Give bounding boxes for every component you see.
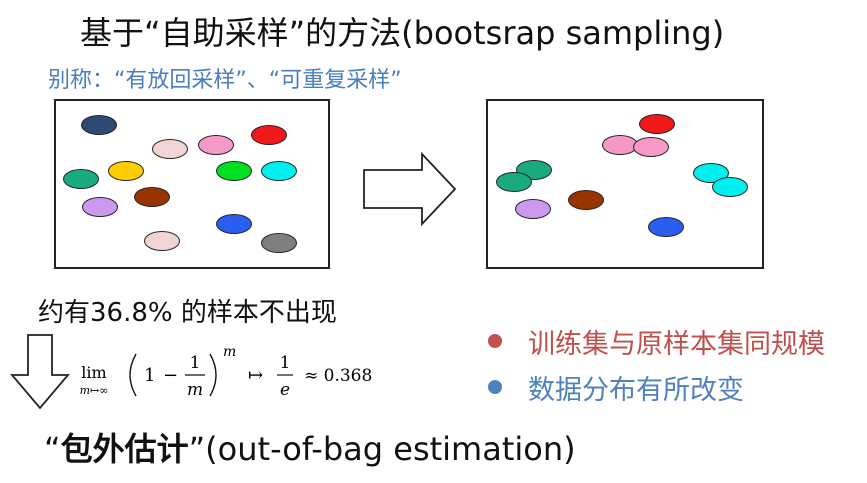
limit-formula: lim m↦∞ 1 − 1 m m ↦ 1 e ≈ 0.368	[80, 344, 373, 400]
formula-numer: 1	[190, 353, 201, 373]
formula-exponent: m	[223, 344, 236, 360]
ball-red	[251, 125, 287, 145]
formula-minus: −	[163, 365, 178, 386]
ball-lavender	[515, 199, 551, 219]
formula-frac2-denom: e	[280, 380, 290, 400]
ball-teal-2	[496, 172, 532, 192]
ball-blue	[648, 217, 684, 237]
formula-approx: ≈ 0.368	[304, 366, 372, 386]
slide-subtitle: 别称：“有放回采样”、“可重复采样”	[48, 68, 402, 93]
oob-close-quote: ”	[188, 430, 206, 468]
oob-english: (out-of-bag estimation)	[205, 430, 576, 468]
slide-title: 基于“自助采样”的方法(bootsrap sampling)	[80, 14, 725, 52]
oob-open-quote: “	[44, 430, 61, 468]
formula-one: 1	[144, 365, 155, 386]
ball-cyan	[261, 161, 297, 181]
ball-gray	[261, 233, 297, 253]
ball-brown	[134, 187, 170, 207]
ball-brown	[568, 190, 604, 210]
right-arrow-icon	[363, 152, 457, 226]
bullet-text-distribution: 数据分布有所改变	[528, 374, 744, 406]
original-dataset-box	[54, 99, 330, 269]
ball-cyan-2	[712, 177, 748, 197]
out-of-bag-heading: “包外估计”(out-of-bag estimation)	[44, 424, 576, 470]
formula-right-paren	[209, 353, 217, 397]
bullet-text-same-size: 训练集与原样本集同规模	[528, 328, 825, 360]
bullet-list: 训练集与原样本集同规模 数据分布有所改变	[488, 318, 825, 410]
bootstrap-sample-box	[486, 99, 764, 269]
formula-denom: m	[187, 380, 203, 400]
oob-bold-term: 包外估计	[60, 430, 189, 468]
ball-lavender	[82, 197, 118, 217]
bullet-dot-icon	[488, 334, 502, 348]
bullet-item-same-size: 训练集与原样本集同规模	[488, 318, 825, 364]
ball-green	[216, 161, 252, 181]
ball-red	[639, 114, 675, 134]
bullet-dot-icon	[488, 380, 502, 394]
ball-pink-light	[152, 139, 188, 159]
missing-fraction-note: 约有36.8% 的样本不出现	[38, 298, 337, 328]
ball-pink	[198, 135, 234, 155]
formula-frac2-numer: 1	[280, 353, 291, 373]
formula-lim-sub: m↦∞	[80, 384, 109, 397]
bullet-item-distribution: 数据分布有所改变	[488, 364, 825, 410]
ball-yellow	[108, 161, 144, 181]
down-arrow-icon	[10, 334, 70, 410]
formula-mapsto: ↦	[248, 365, 263, 386]
ball-teal	[63, 169, 99, 189]
ball-blue	[216, 214, 252, 234]
ball-pink-light-2	[144, 231, 180, 251]
formula-left-paren	[129, 353, 137, 397]
ball-navy	[81, 115, 117, 135]
ball-pink-2	[633, 137, 669, 157]
formula-lim: lim	[81, 363, 106, 382]
